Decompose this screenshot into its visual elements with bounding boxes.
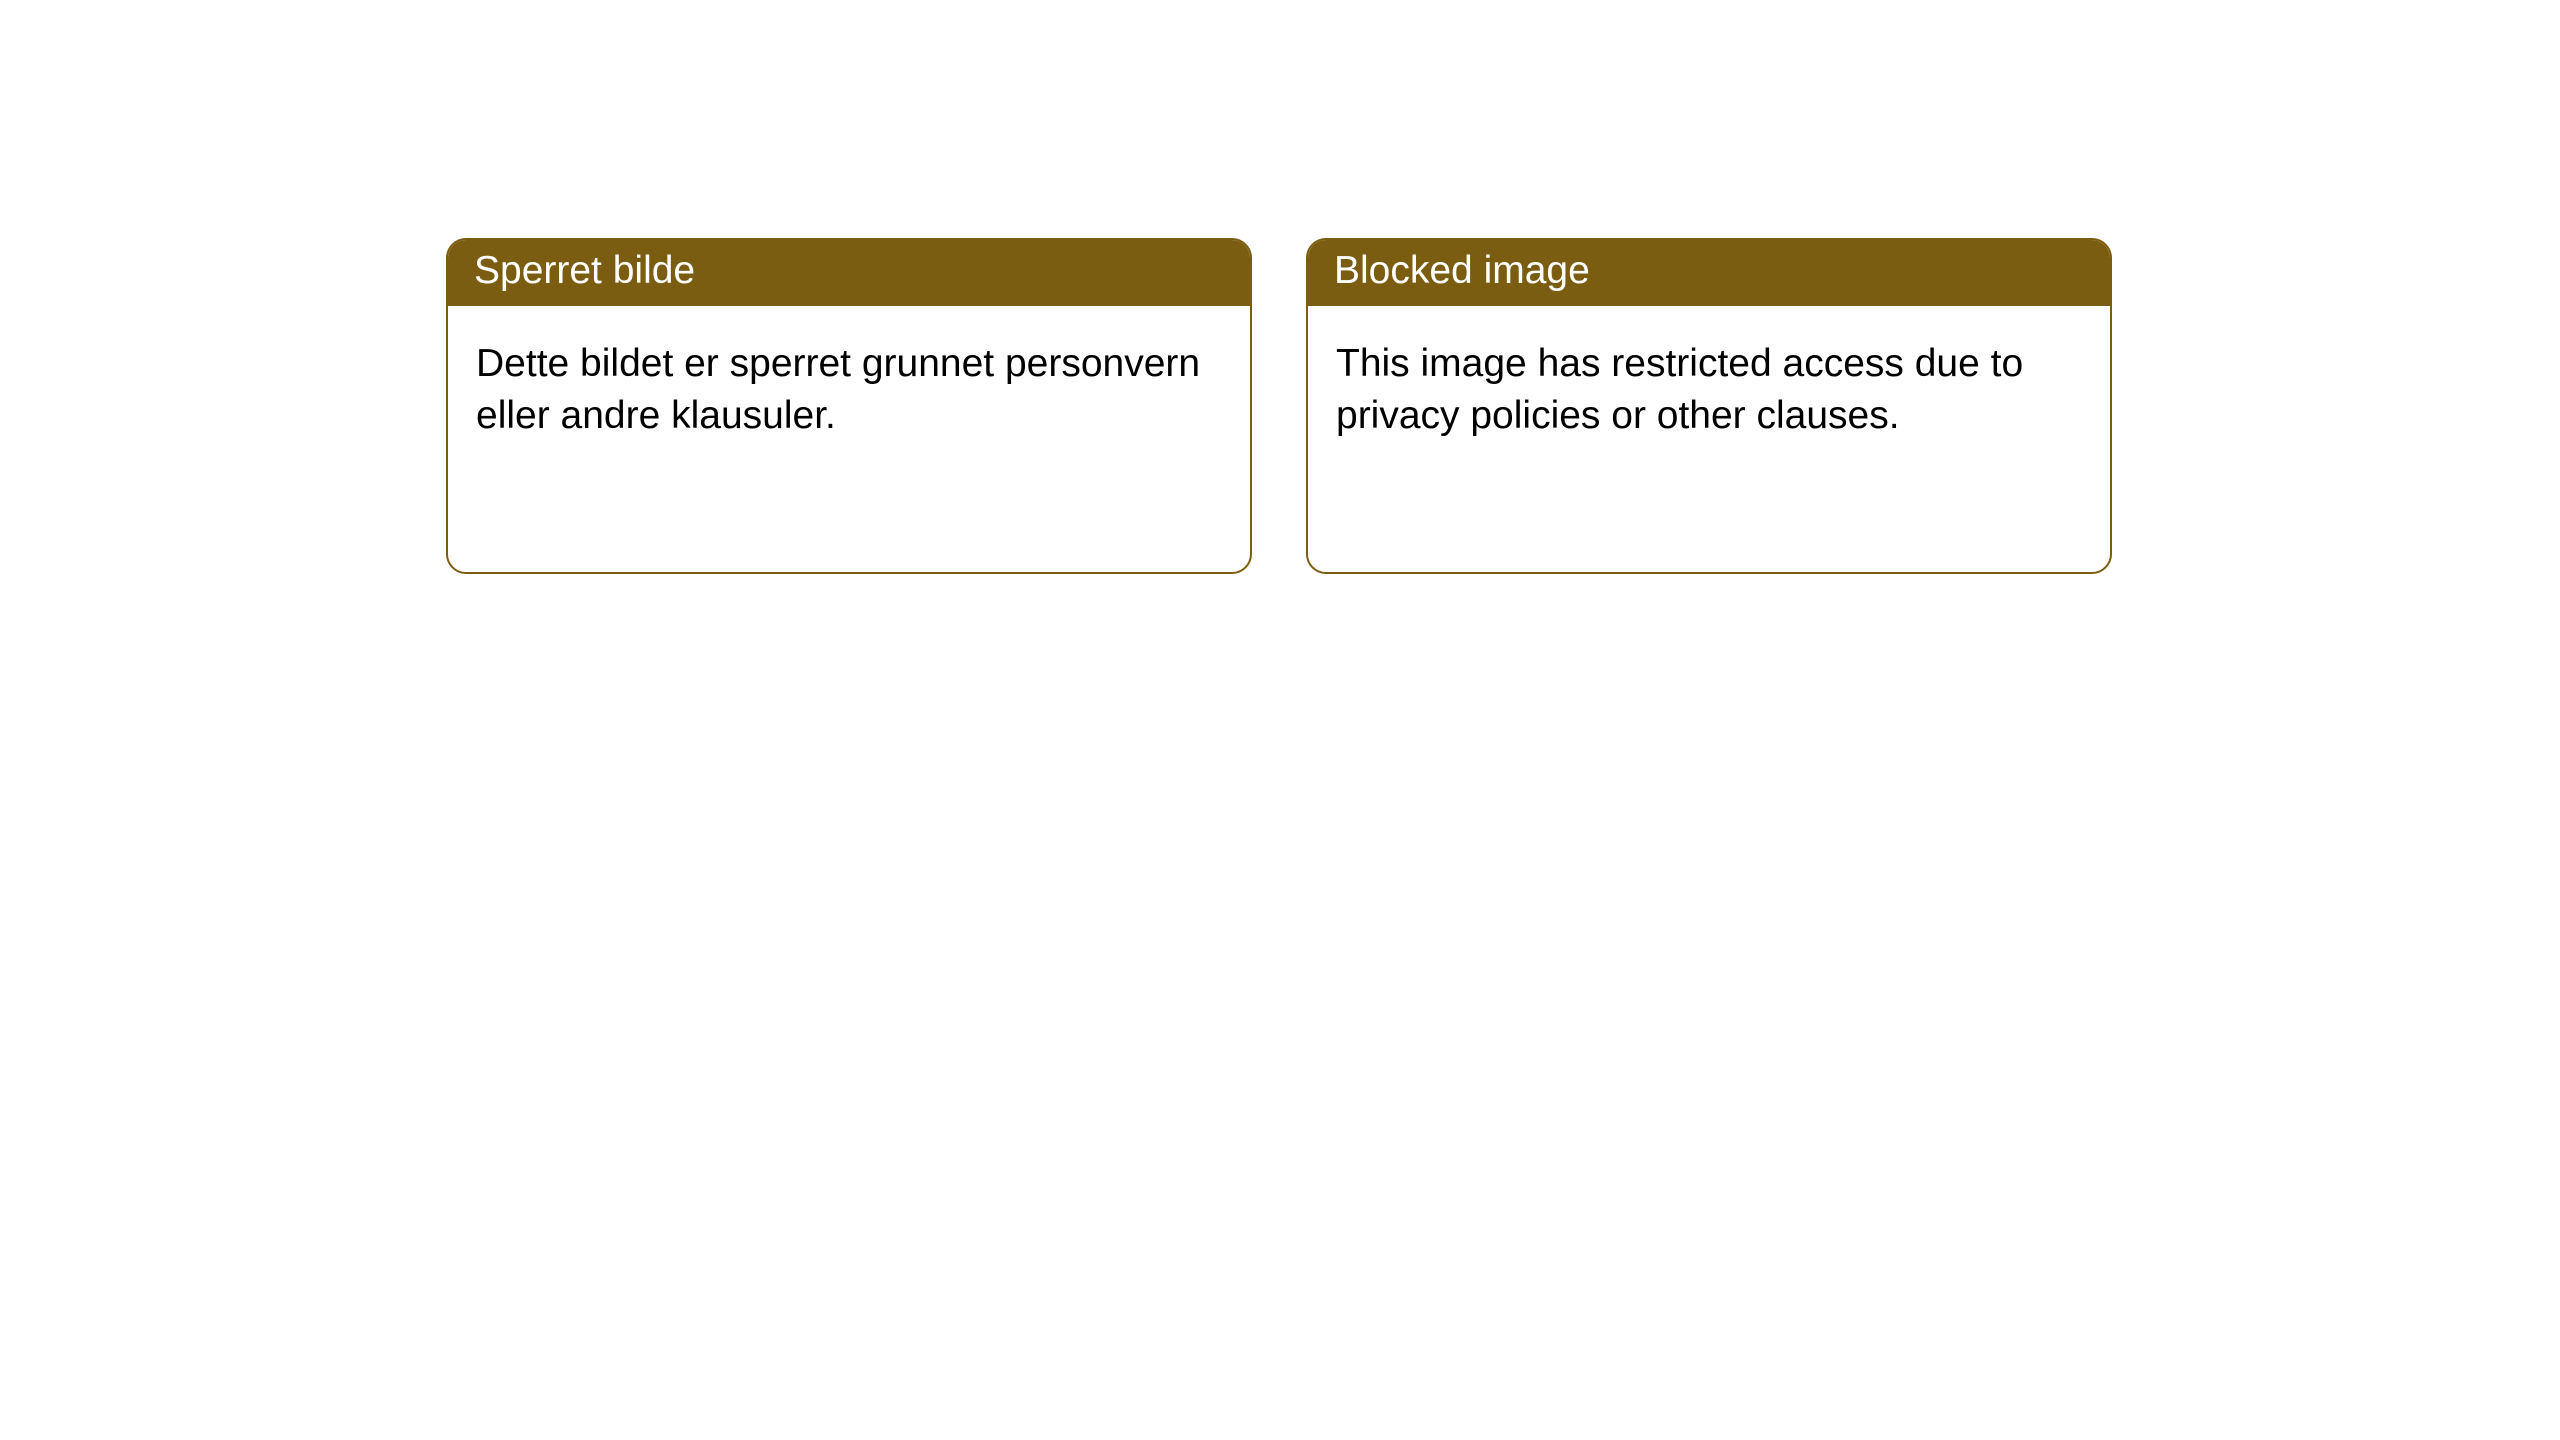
notice-container: Sperret bilde Dette bildet er sperret gr… bbox=[0, 0, 2560, 574]
notice-header: Blocked image bbox=[1308, 240, 2110, 306]
notice-card-norwegian: Sperret bilde Dette bildet er sperret gr… bbox=[446, 238, 1252, 574]
notice-body: Dette bildet er sperret grunnet personve… bbox=[448, 306, 1250, 475]
notice-card-english: Blocked image This image has restricted … bbox=[1306, 238, 2112, 574]
notice-body: This image has restricted access due to … bbox=[1308, 306, 2110, 475]
notice-header: Sperret bilde bbox=[448, 240, 1250, 306]
